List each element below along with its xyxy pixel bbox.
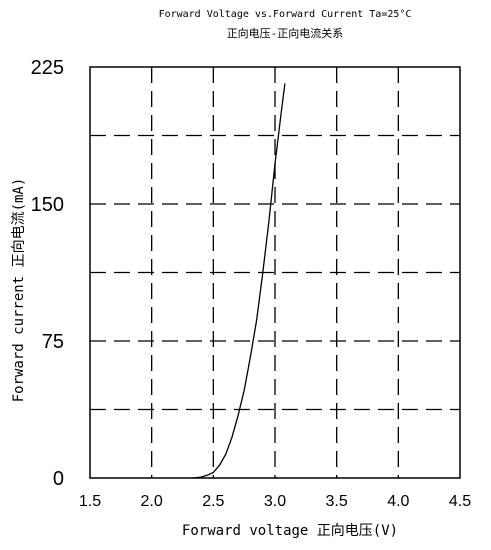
plot-frame (89, 66, 461, 479)
y-tick-label: 75 (42, 331, 64, 353)
x-tick-labels: 1.5 2.0 2.5 3.0 3.5 4.0 4.5 (79, 493, 471, 510)
y-axis-label: Forward current 正向电流(mA) (11, 178, 27, 403)
chart-title: Forward Voltage vs.Forward Current Ta=25… (158, 9, 412, 20)
x-axis-label: Forward voltage 正向电压(V) (182, 523, 398, 539)
y-tick-label: 0 (53, 468, 64, 490)
x-tick-label: 4.0 (387, 493, 409, 510)
x-tick-label: 3.5 (326, 493, 348, 510)
series-line (192, 83, 286, 479)
y-tick-label: 150 (31, 194, 64, 216)
y-tick-labels: 0 75 150 225 (31, 57, 64, 490)
x-tick-label: 3.0 (264, 493, 286, 510)
x-tick-label: 1.5 (79, 493, 101, 510)
grid (90, 67, 460, 478)
y-tick-label: 225 (31, 57, 64, 79)
x-tick-label: 2.0 (141, 493, 163, 510)
x-tick-label: 2.5 (202, 493, 224, 510)
x-tick-label: 4.5 (449, 493, 471, 510)
chart-subtitle: 正向电压-正向电流关系 (226, 27, 344, 40)
